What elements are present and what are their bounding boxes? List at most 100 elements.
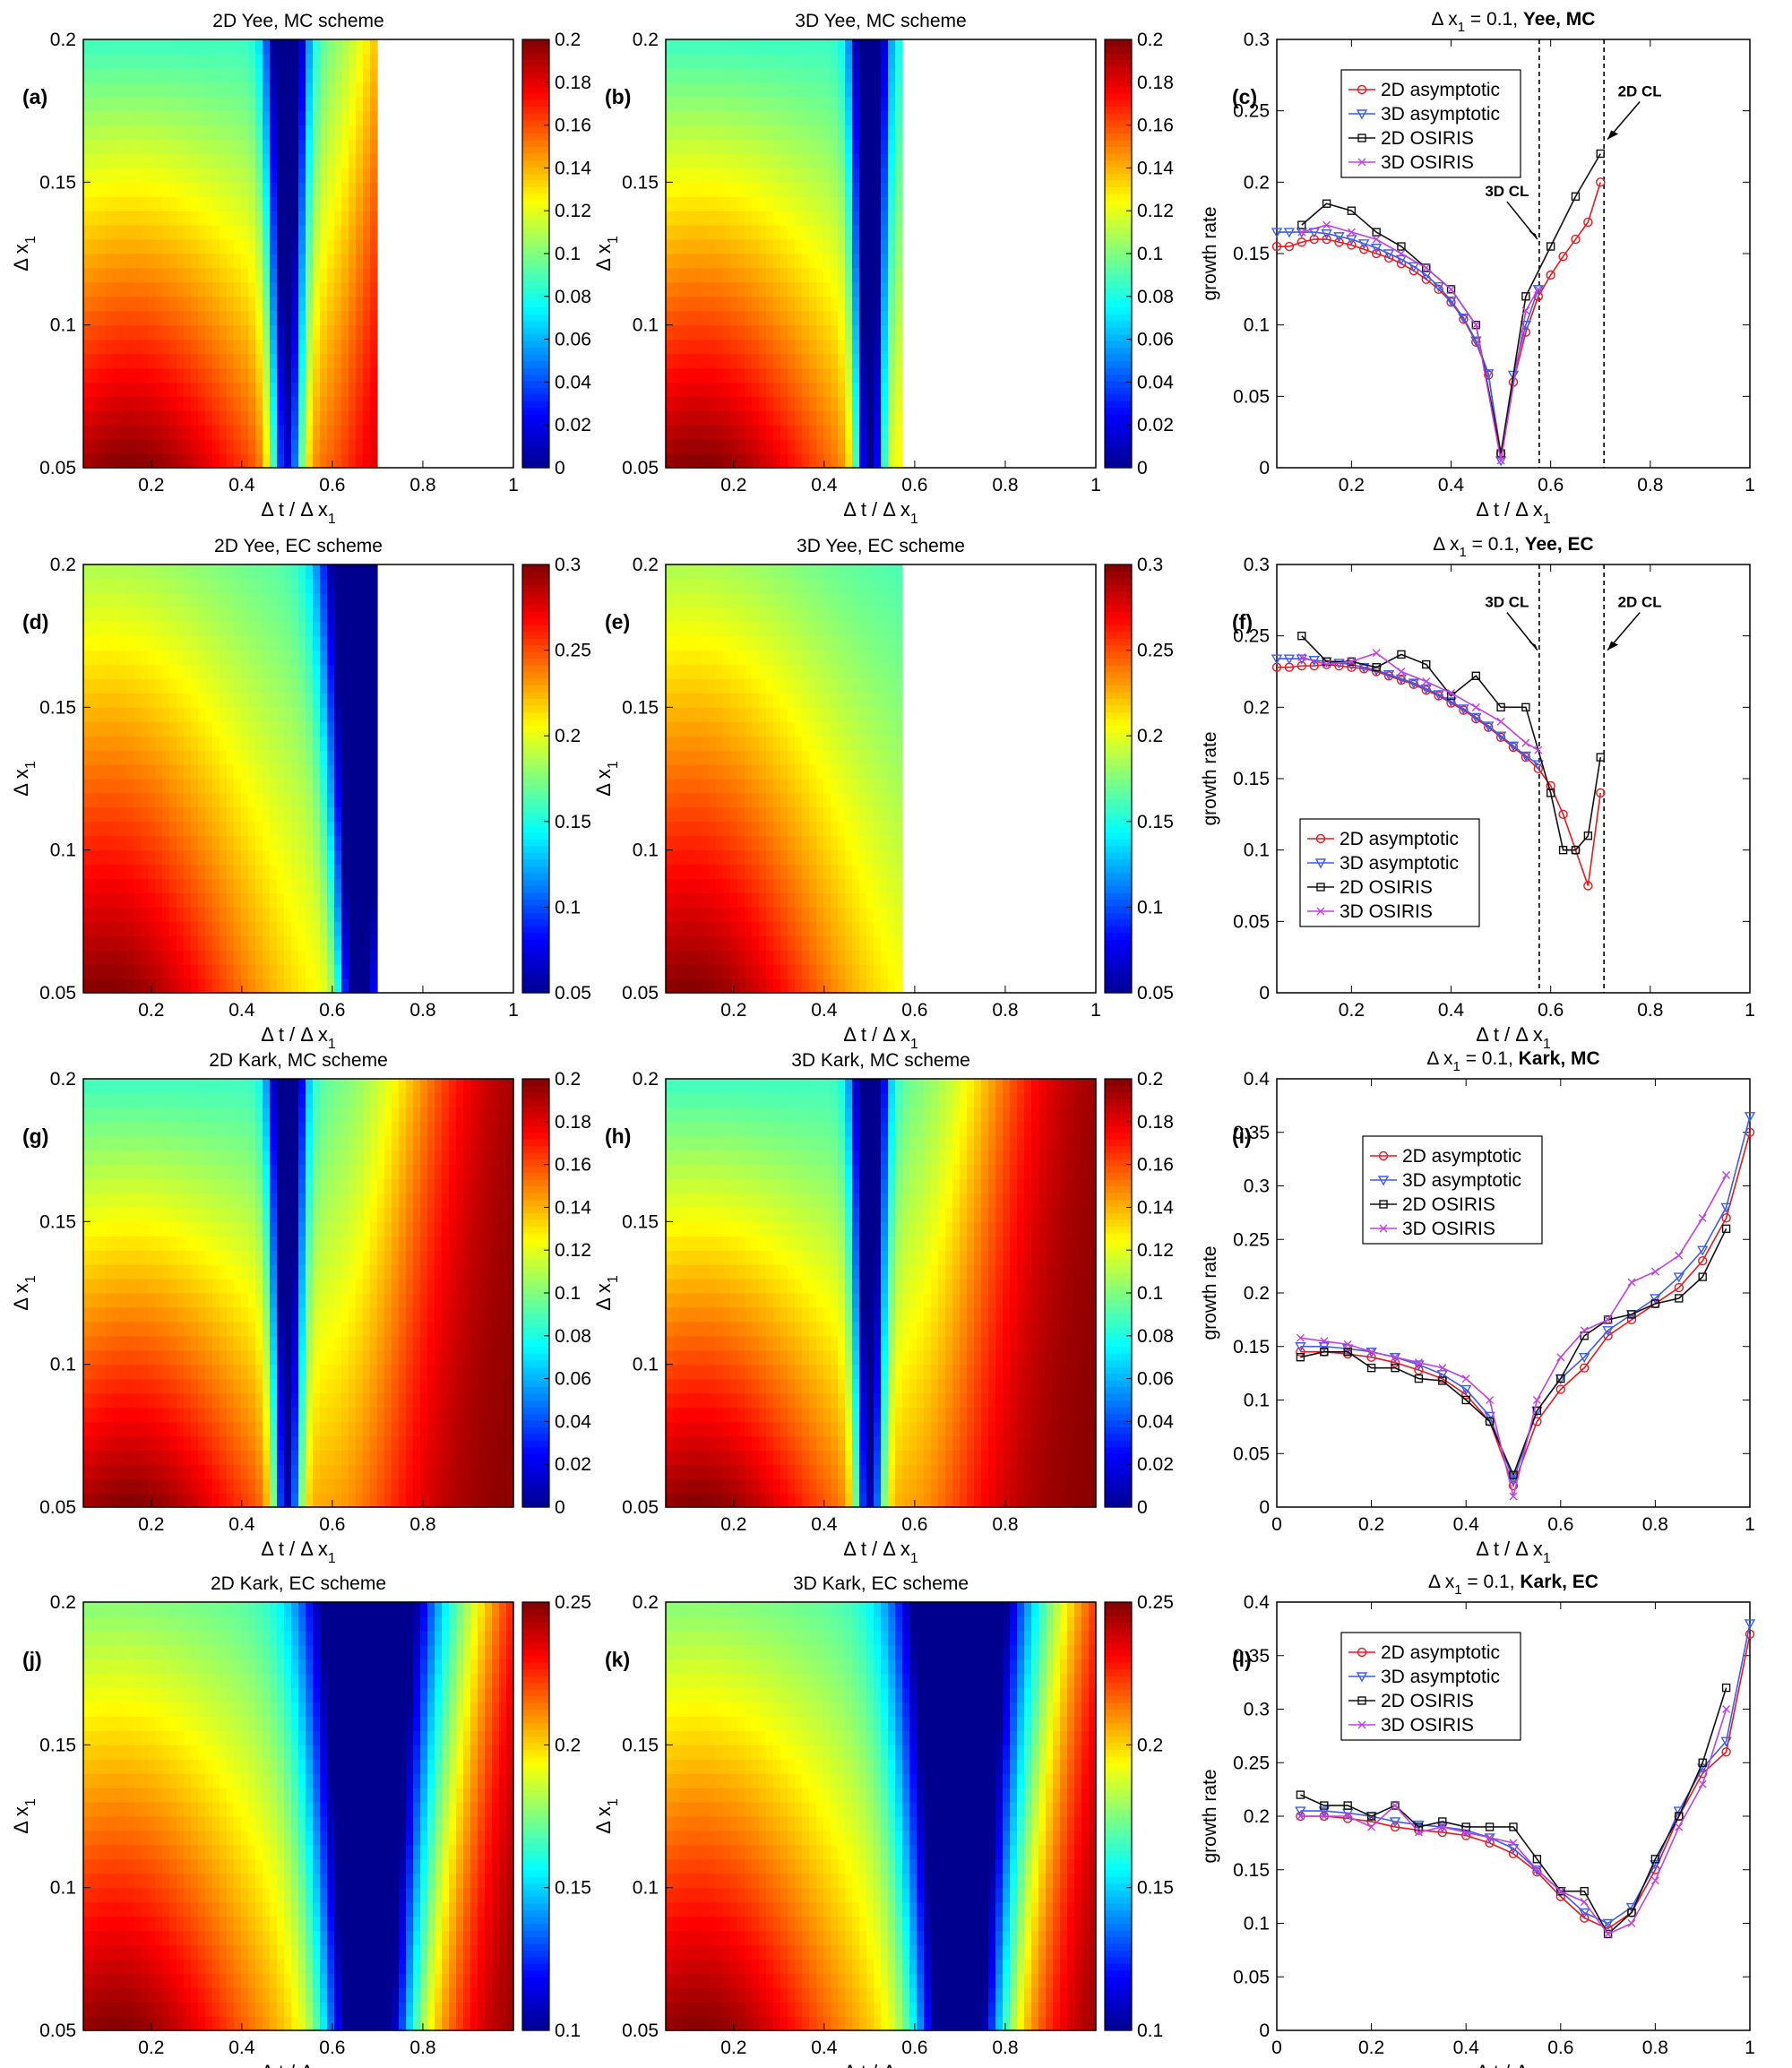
heatmap-cell (298, 425, 306, 440)
x-axis-label-sub: 1 (1543, 512, 1551, 527)
heatmap-cell (169, 792, 177, 808)
heatmap-cell (83, 281, 91, 297)
heatmap-cell (687, 650, 695, 666)
legend-entry: 2D asymptotic (1381, 80, 1500, 100)
heatmap-cell (169, 921, 177, 936)
heatmap-cell (759, 67, 767, 83)
heatmap-cell (666, 707, 674, 722)
heatmap-cell (895, 678, 903, 694)
heatmap-cell (162, 39, 170, 55)
heatmap-cell (291, 53, 299, 69)
heatmap-cell (745, 96, 753, 112)
heatmap-cell (866, 410, 874, 426)
heatmap-cell (306, 53, 314, 69)
heatmap-cell (98, 67, 106, 83)
heatmap-cell (723, 254, 731, 269)
heatmap-cell (148, 578, 156, 594)
heatmap-cell (780, 592, 788, 608)
heatmap-cell (327, 779, 335, 794)
heatmap-cell (831, 806, 839, 823)
colorbar-step (522, 598, 549, 606)
heatmap-cell (816, 650, 824, 666)
heatmap-cell (766, 693, 774, 708)
heatmap-cell (831, 907, 839, 922)
heatmap-cell (363, 650, 371, 666)
heatmap-cell (227, 425, 235, 440)
heatmap-cell (191, 678, 199, 694)
heatmap-cell (248, 607, 256, 623)
colorbar-step (1105, 333, 1132, 341)
heatmap-cell (780, 168, 788, 183)
heatmap-cell (838, 779, 846, 794)
heatmap-cell (874, 621, 882, 637)
heatmap-cell (341, 935, 349, 951)
heatmap-cell (105, 849, 113, 866)
heatmap-cell (881, 921, 889, 936)
heatmap-cell (112, 907, 120, 922)
heatmap-cell (859, 792, 867, 808)
heatmap-cell (766, 750, 774, 765)
heatmap-cell (838, 693, 846, 708)
heatmap-cell (716, 978, 724, 994)
heatmap-cell (370, 339, 378, 355)
heatmap-cell (795, 67, 803, 83)
heatmap-cell (162, 892, 170, 908)
heatmap-cell (673, 935, 681, 951)
heatmap-cell (737, 736, 745, 751)
heatmap-cell (119, 168, 127, 183)
heatmap-cell (177, 564, 185, 580)
heatmap-cell (881, 821, 889, 837)
heatmap-cell (680, 621, 688, 637)
heatmap-cell (716, 592, 724, 608)
heatmap-cell (859, 935, 867, 951)
heatmap-cell (220, 153, 228, 168)
heatmap-cell (881, 239, 889, 254)
heatmap-cell (83, 110, 91, 126)
y-tick-label: 0.1 (633, 840, 659, 861)
heatmap-cell (881, 607, 889, 623)
heatmap-cell (141, 806, 149, 823)
heatmap-cell (212, 750, 220, 765)
heatmap-cell (370, 792, 378, 808)
x-axis-label-main: Δ t / Δ x (261, 1023, 328, 1046)
heatmap-cell (702, 935, 710, 951)
heatmap-cell (184, 82, 192, 98)
heatmap-cell (694, 650, 702, 666)
heatmap-cell (212, 110, 220, 126)
heatmap-cell (90, 67, 99, 83)
heatmap-cell (780, 764, 788, 780)
heatmap-cell (723, 764, 731, 780)
heatmap-cell (766, 921, 774, 936)
heatmap-cell (212, 892, 220, 908)
heatmap-cell (370, 425, 378, 440)
heatmap-cell (874, 578, 882, 594)
heatmap-cell (737, 621, 745, 637)
heatmap-cell (816, 67, 824, 83)
heatmap-cell (169, 635, 177, 651)
heatmap-cell (191, 592, 199, 608)
heatmap-cell (694, 978, 702, 994)
heatmap-cell (212, 382, 220, 397)
heatmap-cell (270, 849, 278, 866)
colorbar-step (522, 407, 549, 415)
colorbar-step (522, 233, 549, 241)
heatmap-cell (270, 39, 278, 55)
heatmap-cell (248, 849, 256, 866)
heatmap-cell (881, 410, 889, 426)
heatmap-cell (766, 950, 774, 965)
heatmap-cell (220, 750, 228, 765)
heatmap-cell (766, 382, 774, 397)
heatmap-cell (205, 254, 213, 269)
heatmap-cell (702, 196, 710, 211)
heatmap-cell (773, 239, 781, 254)
heatmap-cell (866, 564, 874, 580)
heatmap-cell (874, 864, 882, 880)
heatmap-cell (737, 792, 745, 808)
heatmap-cell (169, 110, 177, 126)
heatmap-cell (816, 592, 824, 608)
heatmap-cell (852, 339, 860, 355)
heatmap-cell (349, 82, 357, 98)
heatmap-cell (234, 67, 242, 83)
heatmap-cell (255, 353, 263, 369)
